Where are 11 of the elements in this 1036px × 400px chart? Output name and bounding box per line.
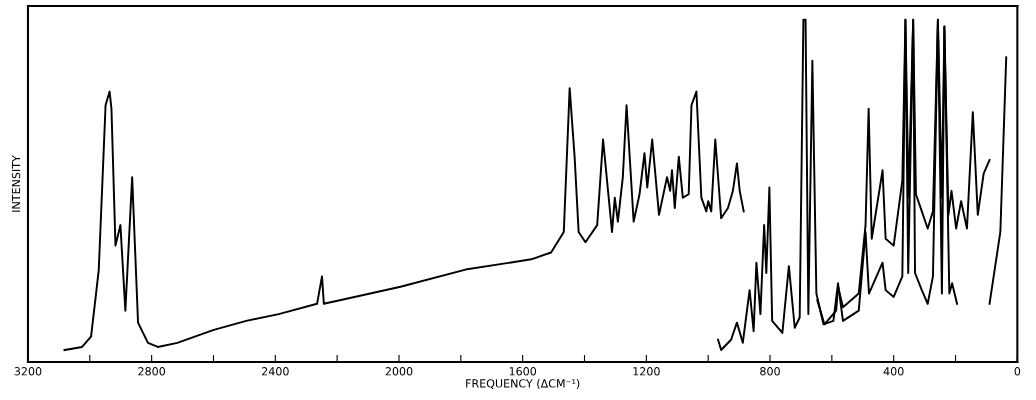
x-tick-label: 400 — [883, 367, 904, 376]
x-tick-label: 3200 — [14, 367, 42, 376]
x-tick-label: 1600 — [509, 367, 537, 376]
x-tick-label: 0 — [1014, 367, 1021, 376]
x-tick-label: 2800 — [138, 367, 166, 376]
x-tick-label: 800 — [760, 367, 780, 376]
y-axis-title: INTENSITY — [11, 155, 21, 212]
x-tick-label: 2400 — [261, 367, 289, 376]
x-tick-label: 1200 — [633, 367, 660, 376]
x-axis-title: FREQUENCY (ΔCM⁻¹) — [466, 379, 580, 389]
x-tick-label: 2000 — [385, 367, 413, 376]
